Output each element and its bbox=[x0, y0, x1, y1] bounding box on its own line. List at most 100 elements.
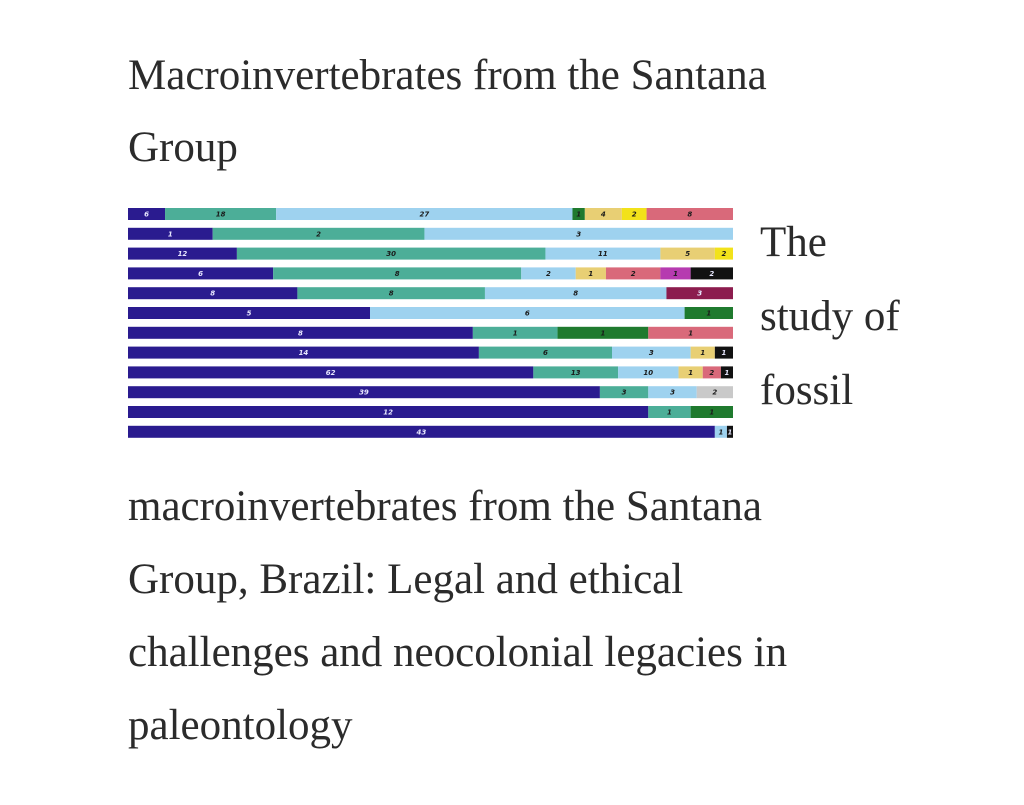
bar-segment-label: 1 bbox=[718, 428, 723, 436]
bar-segment-r9-s1 bbox=[128, 366, 534, 379]
snippet-line: paleontology bbox=[128, 702, 353, 749]
bar-segment-r1-s7 bbox=[646, 208, 733, 220]
bar-segment-label: 62 bbox=[326, 369, 336, 377]
bar-segment-label: 4 bbox=[601, 211, 606, 219]
bar-segment-label: 2 bbox=[316, 230, 321, 238]
bar-segment-label: 6 bbox=[525, 310, 530, 318]
bar-segment-label: 12 bbox=[383, 409, 393, 417]
bar-segment-label: 1 bbox=[667, 409, 672, 417]
bar-segment-r10-s4 bbox=[696, 386, 733, 399]
bar-segment-r11-s2 bbox=[648, 406, 691, 418]
bar-segment-r5-s2 bbox=[297, 287, 485, 300]
bar-segment-r1-s4 bbox=[572, 208, 585, 220]
bar-segment-label: 1 bbox=[168, 230, 173, 238]
bar-segment-r2-s1 bbox=[128, 227, 213, 240]
bar-segment-r4-s5 bbox=[605, 267, 661, 280]
bar-segment-label: 1 bbox=[728, 428, 733, 436]
bar-segment-label: 1 bbox=[673, 270, 678, 278]
bar-segment-r3-s1 bbox=[128, 247, 237, 260]
bar-segment-label: 3 bbox=[622, 389, 627, 397]
stacked-bar-chart: 6 18 27 1 4 2 81 2 312 30 11 5 26 8 2 1 2 1 28 8 8 35 6 18 1 1 114… bbox=[128, 208, 733, 438]
snippet-line: The bbox=[760, 219, 827, 266]
bar-segment-label: 8 bbox=[210, 290, 215, 298]
bar-segment-label: 8 bbox=[573, 290, 578, 298]
bar-segment-label: 1 bbox=[709, 409, 714, 417]
bar-segment-r8-s1 bbox=[128, 346, 479, 359]
article-thumbnail-chart[interactable]: 6 18 27 1 4 2 8 1 2 3 12 30 11 5 2 6 8 2 1 2 1 2 8 8 8 3 5 6 1 8 1 1 1 14… bbox=[128, 205, 733, 442]
bar-segment-label: 1 bbox=[700, 349, 705, 357]
bar-segment-label: 3 bbox=[697, 290, 702, 298]
bar-segment-r4-s4 bbox=[575, 267, 606, 280]
bar-segment-label: 1 bbox=[588, 270, 593, 278]
bar-segment-r5-s4 bbox=[666, 287, 733, 300]
snippet-line: macroinvertebrates from the Santana bbox=[128, 483, 762, 530]
bar-segment-label: 43 bbox=[417, 428, 427, 436]
bar-segment-r1-s1 bbox=[128, 208, 166, 220]
bar-segment-r7-s3 bbox=[557, 326, 649, 339]
bar-segment-label: 1 bbox=[513, 329, 518, 337]
bar-segment-label: 10 bbox=[643, 369, 653, 377]
bar-segment-r1-s3 bbox=[276, 208, 573, 220]
bar-segment-label: 2 bbox=[631, 270, 636, 278]
article-title[interactable]: Macroinvertebrates from the Santana Grou… bbox=[128, 40, 888, 184]
bar-segment-label: 8 bbox=[687, 211, 692, 219]
bar-segment-label: 30 bbox=[386, 250, 396, 258]
bar-segment-label: 11 bbox=[598, 250, 608, 258]
bar-segment-label: 39 bbox=[359, 389, 369, 397]
bar-segment-label: 14 bbox=[299, 349, 309, 357]
bar-segment-r8-s4 bbox=[690, 346, 715, 359]
bar-segment-r9-s5 bbox=[702, 366, 721, 379]
bar-segment-r7-s4 bbox=[648, 326, 733, 339]
bar-segment-label: 2 bbox=[632, 211, 637, 219]
bar-segment-label: 5 bbox=[685, 250, 690, 258]
bar-segment-label: 2 bbox=[546, 270, 551, 278]
bar-segment-label: 1 bbox=[706, 310, 711, 318]
bar-segment-label: 6 bbox=[543, 349, 548, 357]
bar-segment-label: 8 bbox=[395, 270, 400, 278]
bar-segment-r6-s1 bbox=[128, 307, 370, 319]
bar-segment-r9-s6 bbox=[720, 366, 733, 379]
bar-segment-label: 2 bbox=[712, 389, 717, 397]
bar-segment-label: 1 bbox=[688, 369, 693, 377]
bar-segment-r10-s1 bbox=[128, 386, 600, 399]
bar-segment-r8-s2 bbox=[478, 346, 612, 359]
bar-segment-label: 2 bbox=[709, 270, 714, 278]
bar-segment-label: 27 bbox=[419, 211, 429, 219]
bar-segment-r3-s4 bbox=[660, 247, 715, 260]
bar-segment-r9-s3 bbox=[618, 366, 679, 379]
bar-segment-r5-s1 bbox=[128, 287, 298, 300]
bar-segment-label: 2 bbox=[721, 250, 726, 258]
bar-segment-label: 6 bbox=[198, 270, 203, 278]
bar-segment-r3-s2 bbox=[236, 247, 546, 260]
bar-segment-r2-s2 bbox=[212, 227, 425, 240]
bar-segment-r4-s3 bbox=[521, 267, 576, 280]
bar-segment-label: 18 bbox=[216, 211, 226, 219]
bar-segment-r6-s2 bbox=[370, 307, 685, 319]
bar-segment-label: 8 bbox=[298, 329, 303, 337]
bar-segment-r4-s1 bbox=[128, 267, 274, 280]
bar-segment-r11-s1 bbox=[128, 406, 649, 418]
bar-segment-r6-s3 bbox=[684, 307, 733, 319]
snippet-line: challenges and neocolonial legacies in bbox=[128, 629, 788, 676]
bar-segment-label: 1 bbox=[725, 369, 730, 377]
bar-segment-label: 13 bbox=[571, 369, 581, 377]
snippet-line: study of bbox=[760, 293, 900, 340]
bar-segment-label: 3 bbox=[576, 230, 581, 238]
bar-segment-label: 1 bbox=[576, 211, 581, 219]
bar-segment-label: 1 bbox=[600, 329, 605, 337]
bar-segment-r12-s3 bbox=[726, 425, 733, 438]
bar-segment-label: 3 bbox=[670, 389, 675, 397]
snippet-line: Group, Brazil: Legal and ethical bbox=[128, 556, 684, 603]
bar-segment-r11-s3 bbox=[690, 406, 733, 418]
bar-segment-label: 8 bbox=[389, 290, 394, 298]
snippet-line: fossil bbox=[760, 367, 854, 414]
article-snippet-side: The study of fossil bbox=[760, 206, 960, 428]
bar-segment-r4-s7 bbox=[690, 267, 733, 280]
article-snippet-body: macroinvertebrates from the Santana Grou… bbox=[128, 470, 928, 762]
bar-segment-label: 6 bbox=[144, 211, 149, 219]
bar-segment-r8-s5 bbox=[714, 346, 733, 359]
bar-segment-r3-s5 bbox=[714, 247, 733, 260]
bar-segment-label: 12 bbox=[178, 250, 188, 258]
bar-segment-r1-s5 bbox=[584, 208, 622, 220]
bar-segment-r9-s4 bbox=[678, 366, 703, 379]
